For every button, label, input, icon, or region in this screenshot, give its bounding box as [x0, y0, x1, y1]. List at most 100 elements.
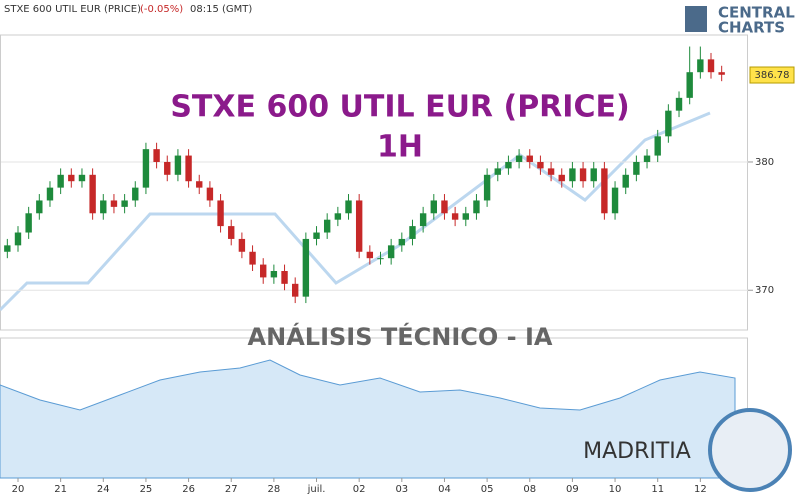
candle-body: [121, 200, 128, 207]
candle-body: [323, 219, 331, 233]
x-tick-label: 11: [651, 484, 664, 495]
x-tick-label: juil.: [307, 484, 326, 495]
candle-body: [643, 155, 651, 162]
candle-body: [718, 72, 725, 75]
candle-body: [558, 174, 565, 182]
candle-body: [4, 245, 11, 252]
candle-body: [707, 59, 715, 73]
candle-body: [292, 283, 299, 297]
x-tick-label: 24: [97, 484, 110, 495]
chart-title: STXE 600 UTIL EUR (PRICE): [170, 90, 629, 125]
x-tick-label: 27: [225, 484, 238, 495]
x-tick-label: 08: [523, 484, 536, 495]
candle-body: [217, 200, 224, 227]
candle-body: [377, 258, 384, 260]
candle-body: [196, 181, 203, 188]
x-tick-label: 26: [182, 484, 195, 495]
candle-body: [89, 174, 96, 214]
candle-body: [665, 110, 672, 137]
candle-body: [68, 174, 75, 182]
last-price-tag: [749, 66, 795, 84]
candle-body: [174, 155, 182, 175]
candle-body: [281, 271, 288, 284]
header-change: (-0.05%): [140, 4, 183, 15]
candle-body: [313, 232, 320, 239]
candle-body: [366, 251, 374, 259]
candle-body: [14, 232, 22, 246]
x-tick-label: 20: [12, 484, 25, 495]
candle-body: [483, 174, 491, 201]
candle-body: [590, 168, 597, 182]
logo-icon: [685, 6, 707, 32]
x-tick-label: 28: [268, 484, 281, 495]
candle-body: [611, 187, 619, 214]
y-tick-label: 380: [755, 157, 774, 168]
x-tick-label: 09: [566, 484, 579, 495]
candle-body: [355, 200, 363, 252]
candle-body: [419, 213, 427, 227]
y-tick-label: 370: [755, 285, 774, 296]
candle-body: [462, 213, 469, 220]
candle-body: [270, 271, 278, 278]
candle-body: [505, 161, 512, 169]
candle-body: [249, 251, 256, 265]
x-tick-label: 12: [694, 484, 707, 495]
candle-body: [260, 264, 267, 278]
candle-body: [345, 200, 352, 214]
watermark: ANÁLISIS TÉCNICO - IA: [248, 322, 553, 351]
candle-body: [238, 238, 246, 252]
candle-body: [675, 97, 683, 111]
candle-body: [451, 213, 459, 220]
candle-body: [441, 200, 448, 214]
candle-body: [686, 72, 693, 98]
candle-body: [100, 200, 107, 214]
candle-body: [473, 200, 480, 214]
candle-body: [164, 161, 171, 175]
candle-body: [547, 168, 555, 175]
x-tick-label: 25: [140, 484, 153, 495]
candle-body: [78, 174, 86, 182]
candle-body: [601, 168, 608, 214]
candle-body: [302, 238, 310, 297]
candle-body: [142, 149, 150, 188]
logo-text: CHARTS: [718, 19, 785, 37]
header-name: STXE 600 UTIL EUR (PRICE): [4, 4, 141, 15]
candle-body: [110, 200, 118, 207]
candle-body: [387, 245, 395, 259]
header-time: 08:15 (GMT): [190, 4, 252, 15]
candle-body: [409, 226, 416, 239]
candle-body: [526, 155, 533, 162]
candle-body: [206, 187, 214, 201]
avatar: [708, 408, 792, 492]
plot-frame: [0, 34, 748, 331]
last-price-label: 386.78: [755, 70, 790, 81]
decor-area: [0, 359, 736, 479]
logo-text: CENTRAL: [718, 4, 795, 22]
candle-body: [579, 168, 587, 182]
candle-body: [622, 174, 629, 188]
x-tick-label: 10: [609, 484, 622, 495]
candle-body: [132, 187, 139, 201]
x-tick-label: 04: [438, 484, 451, 495]
x-tick-label: 21: [54, 484, 67, 495]
candle-body: [398, 238, 406, 246]
candle-body: [334, 213, 342, 220]
candle-body: [36, 200, 43, 214]
candle-body: [153, 149, 160, 162]
candle-body: [654, 136, 661, 156]
candle-body: [46, 187, 54, 201]
x-tick-label: 05: [481, 484, 494, 495]
chart-subtitle: 1H: [377, 130, 423, 165]
x-tick-label: 02: [353, 484, 366, 495]
candle-body: [25, 213, 32, 233]
candle-body: [633, 161, 640, 175]
candle-body: [515, 155, 523, 162]
candle-body: [697, 59, 704, 73]
candle-body: [569, 168, 576, 182]
brand: MADRITIA: [583, 439, 691, 464]
candle-body: [537, 161, 544, 169]
candle-body: [494, 168, 501, 175]
candle-body: [228, 226, 235, 239]
x-tick-label: 03: [395, 484, 408, 495]
